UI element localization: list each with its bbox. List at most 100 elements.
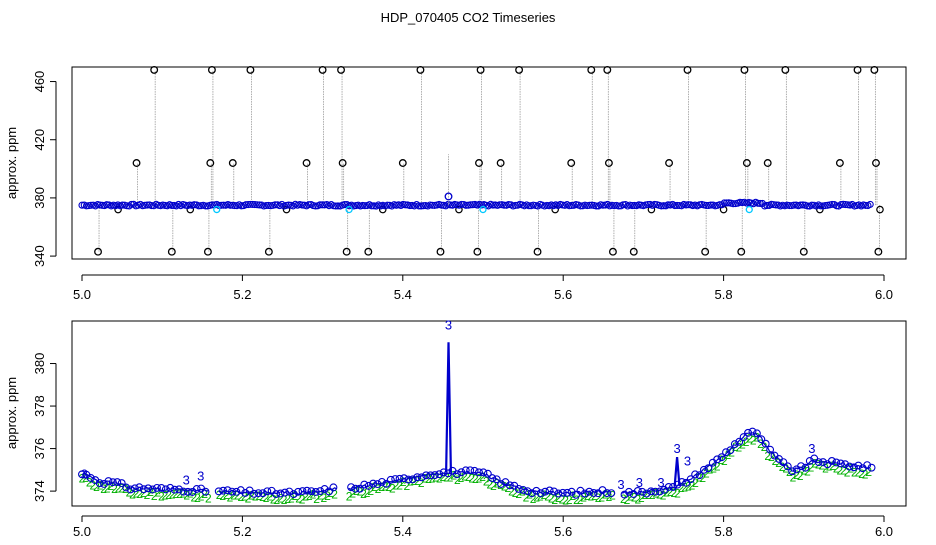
panel-top-plot-area xyxy=(78,65,884,256)
bottom-blue-marker xyxy=(347,483,356,492)
bottom-green-marker: 2 xyxy=(97,479,104,493)
bottom-outlier-label: 3 xyxy=(636,475,643,490)
top-baseline-point xyxy=(127,200,135,208)
top-spike-point xyxy=(398,159,407,167)
bottom-blue-marker xyxy=(805,456,814,465)
top-spike-point xyxy=(476,65,485,74)
bottom-green-marker: 2 xyxy=(811,457,818,471)
bottom-blue-marker xyxy=(722,448,730,457)
top-baseline-point xyxy=(103,201,111,209)
bottom-blue-marker xyxy=(263,487,272,496)
top-spike-point xyxy=(604,159,613,167)
bottom-blue-marker xyxy=(364,481,373,490)
top-spike-point xyxy=(207,65,216,74)
top-spike-point xyxy=(416,65,425,74)
bottom-green-marker: 2 xyxy=(865,465,872,479)
top-spike-point xyxy=(342,247,351,256)
bottom-green-marker: 2 xyxy=(89,478,96,492)
top-spike-point xyxy=(835,159,844,167)
top-baseline-point xyxy=(123,202,131,210)
top-baseline-point xyxy=(437,201,445,209)
bottom-outlier-label: 3 xyxy=(617,477,624,492)
bottom-x-tick-label: 5.2 xyxy=(233,524,251,539)
bottom-blue-marker xyxy=(470,466,479,475)
bottom-green-marker: 2 xyxy=(403,479,410,493)
top-spike-point xyxy=(799,247,808,256)
bottom-green-marker: 2 xyxy=(515,487,522,501)
bottom-green-marker: 2 xyxy=(782,461,789,475)
bottom-outlier-label: 3 xyxy=(445,318,452,333)
bottom-green-marker: 2 xyxy=(237,490,244,504)
bottom-blue-marker xyxy=(527,489,536,498)
top-x-tick-label: 5.8 xyxy=(715,287,733,302)
bottom-green-marker: 2 xyxy=(115,482,122,496)
panel-bottom-filtered-series: 5.0 5.2 5.4 5.6 5.8 6.0 374 376 378 380 approx. … xyxy=(4,318,907,539)
top-baseline-point xyxy=(462,201,470,209)
bottom-blue-marker xyxy=(783,462,792,471)
bottom-blue-marker xyxy=(161,485,170,494)
bottom-blue-marker xyxy=(435,470,444,479)
top-baseline-point xyxy=(406,202,414,210)
bottom-green-marker: 2 xyxy=(418,476,425,490)
top-baseline-point xyxy=(828,200,836,208)
bottom-green-marker: 2 xyxy=(519,484,526,498)
bottom-green-marker: 2 xyxy=(129,487,136,501)
bottom-green-marker: 2 xyxy=(837,463,844,477)
bottom-blue-marker xyxy=(325,487,333,496)
bottom-green-marker: 2 xyxy=(133,487,140,501)
bottom-blue-marker xyxy=(585,487,594,496)
top-baseline-point xyxy=(808,201,816,209)
bottom-blue-marker xyxy=(642,489,651,498)
bottom-green-marker: 2 xyxy=(284,492,291,506)
bottom-blue-marker xyxy=(298,487,307,496)
bottom-blue-marker xyxy=(572,490,580,499)
top-baseline-point xyxy=(255,201,263,209)
bottom-green-marker: 2 xyxy=(577,493,584,507)
bottom-blue-marker xyxy=(602,489,611,498)
bottom-green-marker: 2 xyxy=(169,487,176,501)
bottom-green-marker: 2 xyxy=(479,470,486,484)
bottom-green-marker: 2 xyxy=(151,489,158,503)
bottom-blue-marker xyxy=(492,475,501,484)
top-spike-point xyxy=(853,65,862,74)
bottom-green-marker: 2 xyxy=(432,470,439,484)
bottom-blue-marker xyxy=(95,479,104,488)
bottom-green-marker: 2 xyxy=(353,484,360,498)
top-spike-point xyxy=(337,65,345,74)
bottom-blue-marker xyxy=(170,485,179,494)
bottom-blue-marker xyxy=(355,484,364,493)
bottom-green-marker: 2 xyxy=(624,493,631,507)
bottom-blue-marker xyxy=(228,487,236,496)
bottom-green-marker: 2 xyxy=(660,489,667,503)
bottom-green-marker: 2 xyxy=(367,484,374,498)
bottom-green-marker: 2 xyxy=(562,494,569,508)
bottom-blue-marker xyxy=(422,471,431,480)
bottom-green-marker: 2 xyxy=(714,460,721,474)
bottom-green-marker: 2 xyxy=(559,493,566,507)
bottom-green-marker: 2 xyxy=(360,487,367,501)
bottom-blue-marker xyxy=(717,453,726,462)
bottom-blue-marker xyxy=(761,439,770,448)
bottom-green-marker: 2 xyxy=(703,467,710,481)
bottom-y-tick-label: 376 xyxy=(32,438,47,460)
top-baseline-point xyxy=(567,201,576,210)
bottom-y-tick-label: 380 xyxy=(32,353,47,375)
top-spike-point xyxy=(872,159,880,167)
top-baseline-point xyxy=(98,201,106,209)
top-y-tick-label: 340 xyxy=(32,245,47,267)
bottom-blue-marker xyxy=(373,480,382,489)
bottom-x-tick-label: 5.0 xyxy=(73,524,91,539)
bottom-blue-marker xyxy=(457,468,466,477)
bottom-blue-marker xyxy=(144,484,153,493)
bottom-outlier-label: 3 xyxy=(684,454,691,469)
top-baseline-point xyxy=(226,201,234,209)
bottom-blue-marker xyxy=(157,483,166,492)
bottom-green-marker: 2 xyxy=(786,465,793,479)
bottom-green-marker: 2 xyxy=(595,491,602,505)
bottom-green-marker: 2 xyxy=(230,489,237,503)
bottom-x-tick-label: 5.4 xyxy=(394,524,412,539)
bottom-green-marker: 2 xyxy=(393,478,400,492)
bottom-green-marker: 2 xyxy=(739,438,746,452)
top-spike-point xyxy=(94,247,102,256)
